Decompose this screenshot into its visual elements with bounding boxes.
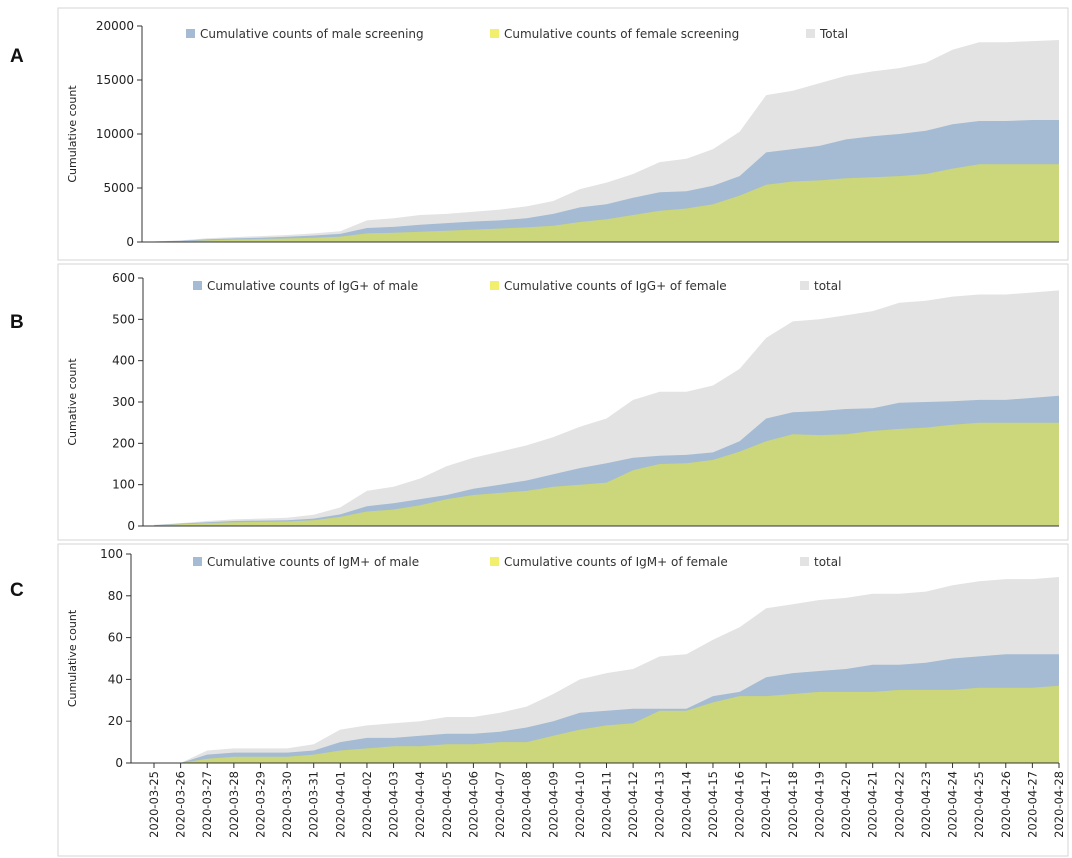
panel-label: A: [10, 46, 24, 67]
legend-swatch-total: [800, 281, 809, 290]
panel-frame: [57, 263, 1069, 541]
legend-swatch-female: [490, 281, 499, 290]
x-tick-label: 2020-04-23: [919, 771, 933, 838]
panel-frame: [57, 7, 1069, 261]
y-tick-label: 600: [112, 271, 135, 285]
y-tick-label: 200: [112, 436, 135, 450]
y-tick-label: 0: [127, 519, 135, 533]
x-tick-label: 2020-03-30: [280, 771, 294, 838]
area-chart: 0 5000 10000 15000 20000 Cumulative count Cumu…: [57, 7, 1069, 261]
y-tick-label: 0: [115, 756, 123, 770]
chart-panel-b: B 0 100 200 300 400 500 600 Cumative count Cumula…: [0, 262, 1072, 542]
y-tick-label: 5000: [103, 181, 134, 195]
panel-label: B: [10, 312, 24, 333]
x-tick-label: 2020-04-26: [999, 771, 1013, 838]
legend-swatch-male: [193, 281, 202, 290]
x-tick-label: 2020-04-09: [546, 771, 560, 838]
legend-label-male: Cumulative counts of IgM+ of male: [207, 555, 419, 569]
y-tick-label: 400: [112, 354, 135, 368]
x-tick-label: 2020-04-06: [466, 771, 480, 838]
x-tick-label: 2020-03-28: [227, 771, 241, 838]
y-tick-label: 100: [112, 478, 135, 492]
x-tick-label: 2020-04-20: [839, 771, 853, 838]
x-tick-label: 2020-04-28: [1052, 771, 1066, 838]
x-tick-label: 2020-04-21: [866, 771, 880, 838]
legend-label-female: Cumulative counts of IgG+ of female: [504, 279, 727, 293]
y-tick-label: 100: [100, 547, 123, 561]
x-tick-label: 2020-04-03: [387, 771, 401, 838]
y-tick-label: 500: [112, 312, 135, 326]
x-tick-label: 2020-03-29: [253, 771, 267, 838]
x-tick-label: 2020-04-25: [972, 771, 986, 838]
legend-label-male: Cumulative counts of IgG+ of male: [207, 279, 418, 293]
area-series-female: [154, 685, 1059, 763]
x-tick-label: 2020-03-31: [307, 771, 321, 838]
x-tick-label: 2020-04-17: [759, 771, 773, 838]
x-tick-label: 2020-04-05: [440, 771, 454, 838]
legend-swatch-male: [186, 29, 195, 38]
y-axis-label: Cumulative count: [66, 85, 79, 183]
x-tick-label: 2020-04-04: [413, 771, 427, 838]
legend-swatch-female: [490, 557, 499, 566]
y-axis-label: Cumulative count: [66, 609, 79, 707]
legend-swatch-male: [193, 557, 202, 566]
x-tick-label: 2020-04-22: [892, 771, 906, 838]
x-tick-label: 2020-04-10: [573, 771, 587, 838]
legend-label-female: Cumulative counts of female screening: [504, 27, 739, 41]
area-chart: 0 20 40 60 80 100 Cumulative count Cumulative c…: [57, 543, 1069, 857]
legend-swatch-female: [490, 29, 499, 38]
x-tick-label: 2020-04-13: [653, 771, 667, 838]
x-tick-label: 2020-04-01: [333, 771, 347, 838]
y-tick-label: 60: [108, 631, 123, 645]
x-tick-label: 2020-04-15: [706, 771, 720, 838]
chart-panel-c: C 0 20 40 60 80 100 Cumulative count Cumulative …: [0, 542, 1072, 858]
x-tick-label: 2020-04-08: [520, 771, 534, 838]
x-tick-label: 2020-03-26: [174, 771, 188, 838]
x-tick-label: 2020-04-11: [600, 771, 614, 838]
area-chart: 0 100 200 300 400 500 600 Cumative count Cumulat…: [57, 263, 1069, 541]
y-tick-label: 20: [108, 714, 123, 728]
x-tick-label: 2020-03-27: [200, 771, 214, 838]
y-tick-label: 300: [112, 395, 135, 409]
x-tick-label: 2020-04-12: [626, 771, 640, 838]
x-tick-label: 2020-04-02: [360, 771, 374, 838]
legend-swatch-total: [806, 29, 815, 38]
legend-label-total: total: [814, 279, 841, 293]
y-tick-label: 0: [126, 235, 134, 249]
y-axis-label: Cumative count: [66, 358, 79, 446]
panel-label: C: [10, 580, 24, 601]
area-series-female: [154, 164, 1059, 242]
x-tick-label: 2020-04-19: [812, 771, 826, 838]
y-tick-label: 40: [108, 672, 123, 686]
x-tick-label: 2020-04-27: [1025, 771, 1039, 838]
y-tick-label: 10000: [96, 127, 134, 141]
x-tick-label: 2020-03-25: [147, 771, 161, 838]
y-tick-label: 20000: [96, 19, 134, 33]
y-tick-label: 80: [108, 589, 123, 603]
legend-label-female: Cumulative counts of IgM+ of female: [504, 555, 728, 569]
legend-label-total: Total: [819, 27, 848, 41]
chart-panel-a: A 0 5000 10000 15000 20000 Cumulative count Cum…: [0, 6, 1072, 262]
x-tick-label: 2020-04-07: [493, 771, 507, 838]
legend-label-male: Cumulative counts of male screening: [200, 27, 424, 41]
x-tick-label: 2020-04-14: [679, 771, 693, 838]
y-tick-label: 15000: [96, 73, 134, 87]
legend-swatch-total: [800, 557, 809, 566]
area-series-female: [154, 422, 1059, 526]
legend-label-total: total: [814, 555, 841, 569]
x-tick-label: 2020-04-18: [786, 771, 800, 838]
x-tick-label: 2020-04-16: [733, 771, 747, 838]
panel-frame: [57, 543, 1069, 857]
x-tick-label: 2020-04-24: [946, 771, 960, 838]
